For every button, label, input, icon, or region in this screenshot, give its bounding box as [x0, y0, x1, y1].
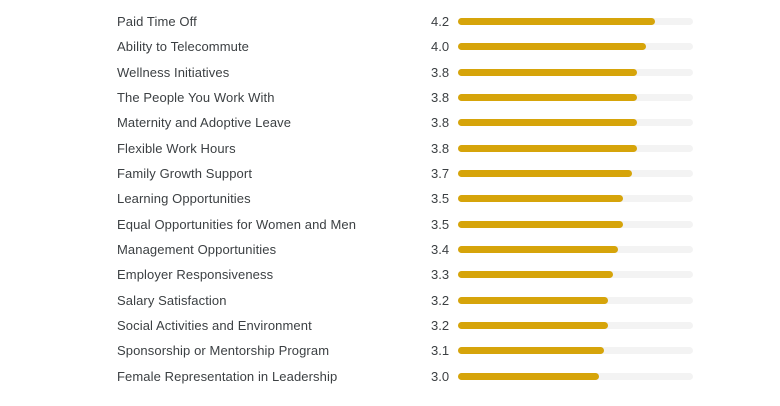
bar-fill [458, 220, 623, 228]
category-label: Ability to Telecommute [117, 39, 250, 55]
chart-row: Wellness Initiatives 3.8 [0, 60, 780, 85]
bar-track [458, 271, 693, 279]
bar-track [458, 144, 693, 152]
chart-row: Employer Responsiveness 3.3 [0, 262, 780, 287]
bar-track [458, 220, 693, 228]
rating-value: 3.0 [431, 368, 450, 384]
bar-track [458, 347, 693, 355]
category-label: Maternity and Adoptive Leave [117, 115, 292, 131]
rating-value: 3.8 [431, 64, 450, 80]
bar-fill [458, 195, 623, 203]
chart-row: Family Growth Support 3.7 [0, 161, 780, 186]
bar-track [458, 246, 693, 254]
bar-fill [458, 119, 637, 127]
bar-fill [458, 94, 637, 102]
chart-row: Ability to Telecommute 4.0 [0, 34, 780, 59]
chart-row: Learning Opportunities 3.5 [0, 186, 780, 211]
category-label: Employer Responsiveness [117, 267, 274, 283]
rating-value: 3.1 [431, 343, 450, 359]
category-label: Paid Time Off [117, 14, 197, 30]
category-label: Learning Opportunities [117, 191, 251, 207]
bar-track [458, 43, 693, 51]
bar-track [458, 94, 693, 102]
bar-fill [458, 43, 646, 51]
rating-value: 3.2 [431, 318, 450, 334]
bar-track [458, 322, 693, 330]
category-label: Management Opportunities [117, 242, 277, 258]
category-label: The People You Work With [117, 90, 275, 106]
chart-row: Female Representation in Leadership 3.0 [0, 364, 780, 389]
bar-fill [458, 144, 637, 152]
bar-track [458, 119, 693, 127]
rating-value: 3.2 [431, 292, 450, 308]
chart-row: Paid Time Off 4.2 [0, 9, 780, 34]
rating-value: 4.2 [431, 14, 450, 30]
chart-row: Social Activities and Environment 3.2 [0, 313, 780, 338]
category-label: Flexible Work Hours [117, 140, 236, 156]
category-label: Wellness Initiatives [117, 64, 230, 80]
category-label: Equal Opportunities for Women and Men [117, 216, 357, 232]
category-label: Sponsorship or Mentorship Program [117, 343, 330, 359]
bar-fill [458, 18, 656, 26]
bar-track [458, 18, 693, 26]
chart-row: Salary Satisfaction 3.2 [0, 288, 780, 313]
chart-row: The People You Work With 3.8 [0, 85, 780, 110]
chart-rows: Paid Time Off 4.2 Ability to Telecommute… [0, 9, 780, 389]
bar-track [458, 296, 693, 304]
bar-track [458, 68, 693, 76]
rating-value: 3.8 [431, 115, 450, 131]
rating-value: 3.3 [431, 267, 450, 283]
category-label: Salary Satisfaction [117, 292, 227, 308]
chart-row: Sponsorship or Mentorship Program 3.1 [0, 338, 780, 363]
bar-fill [458, 68, 637, 76]
bar-track [458, 170, 693, 178]
bar-track [458, 372, 693, 380]
bar-fill [458, 347, 604, 355]
chart-row: Maternity and Adoptive Leave 3.8 [0, 110, 780, 135]
rating-value: 3.5 [431, 216, 450, 232]
bar-fill [458, 170, 632, 178]
bar-fill [458, 372, 599, 380]
rating-value: 3.4 [431, 242, 450, 258]
category-label: Social Activities and Environment [117, 318, 312, 334]
category-label: Family Growth Support [117, 166, 253, 182]
rating-value: 3.8 [431, 90, 450, 106]
bar-fill [458, 246, 618, 254]
rating-value: 4.0 [431, 39, 450, 55]
category-label: Female Representation in Leadership [117, 368, 338, 384]
bar-track [458, 195, 693, 203]
chart-row: Management Opportunities 3.4 [0, 237, 780, 262]
rating-value: 3.7 [431, 166, 450, 182]
bar-fill [458, 271, 614, 279]
bar-fill [458, 322, 609, 330]
chart-row: Equal Opportunities for Women and Men 3.… [0, 212, 780, 237]
rating-value: 3.8 [431, 140, 450, 156]
bar-fill [458, 296, 609, 304]
rating-value: 3.5 [431, 191, 450, 207]
chart-row: Flexible Work Hours 3.8 [0, 136, 780, 161]
